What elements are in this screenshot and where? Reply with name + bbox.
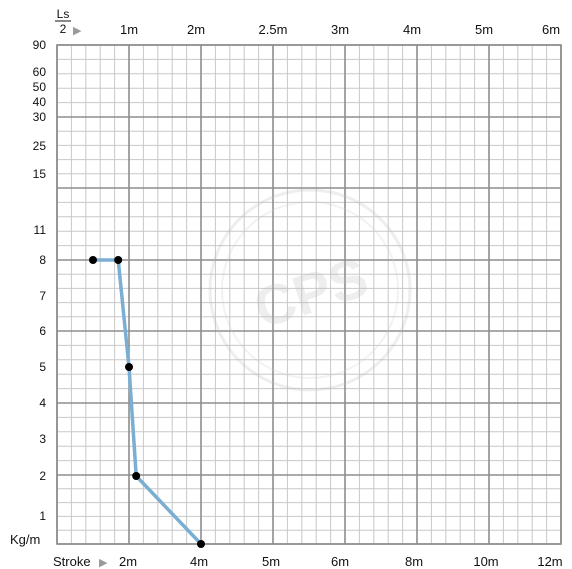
top-tick-label: 6m xyxy=(542,22,560,37)
y-tick-label: 50 xyxy=(33,80,47,94)
y-tick-label: 2 xyxy=(39,469,46,483)
top-tick-label: 4m xyxy=(403,22,421,37)
top-axis-label-top: Ls xyxy=(57,7,70,21)
data-series xyxy=(89,256,205,548)
top-axis-arrow: ▶ xyxy=(73,25,82,37)
top-tick-label: 2m xyxy=(187,22,205,37)
plot-frame xyxy=(56,44,562,545)
y-tick-label: 90 xyxy=(33,38,47,52)
y-tick-label: 3 xyxy=(39,432,46,446)
y-tick-label: 40 xyxy=(33,95,47,109)
y-tick-label: 30 xyxy=(33,110,47,124)
data-point xyxy=(89,256,97,264)
y-tick-label: 4 xyxy=(39,396,46,410)
bottom-tick-label: 5m xyxy=(262,554,280,569)
y-tick-label: 6 xyxy=(39,324,46,338)
bottom-tick-label: 2m xyxy=(119,554,137,569)
bottom-tick-label: 6m xyxy=(331,554,349,569)
watermark-text: CPS xyxy=(246,245,375,341)
top-tick-labels: 1m 2m 2.5m 3m 4m 5m 6m xyxy=(120,22,560,37)
y-tick-label: 5 xyxy=(39,360,46,374)
bottom-axis-label: Stroke xyxy=(53,554,91,569)
minor-grid xyxy=(57,45,561,544)
data-point xyxy=(197,540,205,548)
bottom-tick-label: 12m xyxy=(537,554,562,569)
y-tick-label: 25 xyxy=(33,139,47,153)
data-point xyxy=(125,363,133,371)
data-point xyxy=(114,256,123,264)
top-tick-label: 5m xyxy=(475,22,493,37)
y-unit-label: Kg/m xyxy=(10,532,40,547)
y-tick-label: 15 xyxy=(33,167,47,181)
bottom-axis-arrow: ▶ xyxy=(99,557,108,569)
plot-border xyxy=(56,44,562,545)
y-tick-label: 7 xyxy=(39,289,46,303)
bottom-tick-label: 8m xyxy=(405,554,423,569)
y-tick-label: 11 xyxy=(34,223,47,237)
top-tick-label: 2.5m xyxy=(259,22,288,37)
top-tick-label: 3m xyxy=(331,22,349,37)
y-tick-label: 8 xyxy=(39,253,46,267)
bottom-tick-label: 4m xyxy=(190,554,208,569)
data-point xyxy=(132,472,141,480)
y-tick-label: 60 xyxy=(33,65,47,79)
top-tick-label: 1m xyxy=(120,22,138,37)
top-axis-label-bottom: 2 xyxy=(60,22,67,36)
bottom-tick-labels: 2m 4m 5m 6m 8m 10m 12m xyxy=(119,554,563,569)
y-tick-label: 1 xyxy=(39,509,46,523)
bottom-tick-label: 10m xyxy=(473,554,498,569)
